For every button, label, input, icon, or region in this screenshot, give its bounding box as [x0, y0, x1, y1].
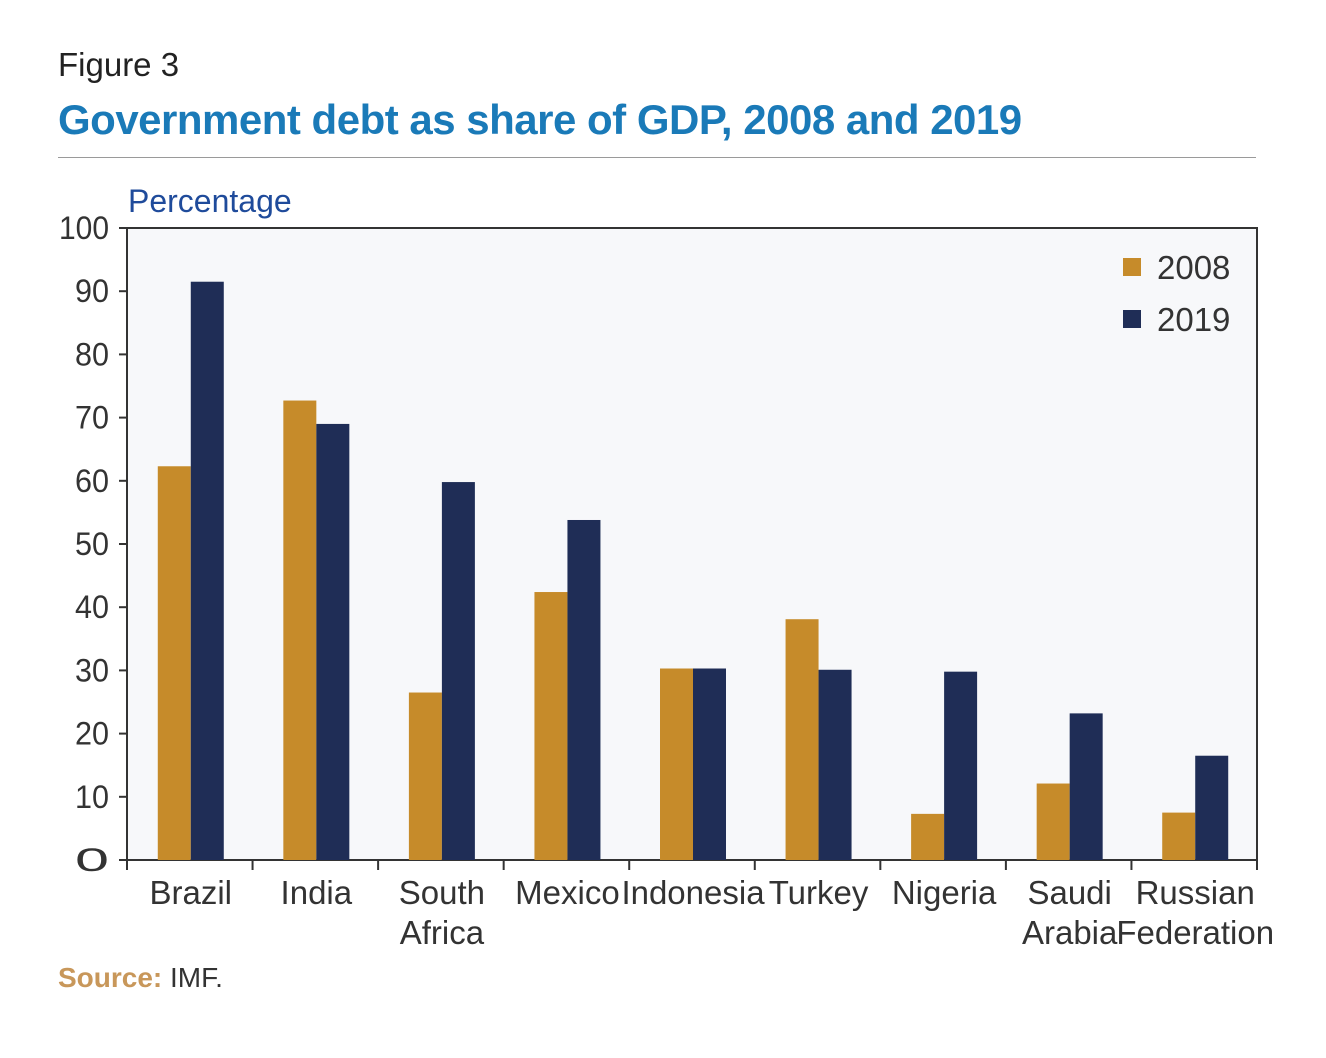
x-tick-label: Russian: [1136, 874, 1255, 911]
x-tick-label: India: [281, 874, 353, 911]
y-tick-label: 90: [75, 273, 109, 309]
y-tick-label: 60: [75, 463, 109, 499]
bar-2008: [534, 592, 568, 860]
x-tick-label: Brazil: [150, 874, 233, 911]
legend-label-2019: 2019: [1157, 301, 1230, 338]
title-divider: [58, 157, 1256, 158]
bar-2008: [785, 619, 819, 860]
bar-2019: [1069, 713, 1103, 860]
y-tick-label: 50: [75, 526, 109, 562]
chart-title: Government debt as share of GDP, 2008 an…: [58, 96, 1022, 143]
source-text: IMF.: [162, 962, 223, 993]
x-tick-label: Turkey: [769, 874, 869, 911]
legend-swatch-2019: [1123, 310, 1141, 328]
source-note: Source: IMF.: [58, 962, 223, 994]
y-tick-label: 70: [75, 400, 109, 436]
bar-2008: [1162, 812, 1196, 860]
x-tick-label: Saudi: [1027, 874, 1111, 911]
x-tick-label: Federation: [1116, 914, 1274, 951]
x-tick-label: Indonesia: [621, 874, 765, 911]
x-tick-label: Nigeria: [892, 874, 997, 911]
bar-2008: [660, 668, 693, 860]
x-tick-label: Mexico: [515, 874, 620, 911]
y-tick-label: 20: [75, 716, 109, 752]
bar-2019: [693, 668, 726, 860]
bar-2008: [157, 466, 191, 860]
y-tick-label: 10: [75, 779, 109, 815]
bar-2008: [911, 813, 945, 860]
x-tick-label: Arabia: [1022, 914, 1118, 951]
y-tick-label: 100: [59, 210, 109, 246]
figure-label: Figure 3: [58, 46, 180, 83]
bar-2019: [1195, 755, 1229, 860]
bar-2008: [283, 400, 317, 860]
legend-swatch-2008: [1123, 258, 1141, 276]
bar-2019: [944, 671, 978, 860]
bar-2008: [1036, 783, 1070, 860]
bar-2019: [567, 519, 601, 860]
x-tick-label: Africa: [400, 914, 485, 951]
bar-2019: [190, 281, 224, 861]
y-tick-label: 0: [75, 842, 109, 878]
y-tick-label: 30: [75, 652, 109, 688]
bar-2019: [818, 669, 852, 860]
y-axis-label: Percentage: [128, 183, 292, 219]
legend-label-2008: 2008: [1157, 249, 1230, 286]
y-tick-label: 40: [75, 589, 109, 625]
bar-2019: [441, 482, 475, 860]
bar-2008: [408, 692, 442, 860]
bar-2019: [316, 423, 350, 860]
y-tick-label: 80: [75, 336, 109, 372]
x-tick-label: South: [399, 874, 485, 911]
source-label: Source:: [58, 962, 163, 993]
